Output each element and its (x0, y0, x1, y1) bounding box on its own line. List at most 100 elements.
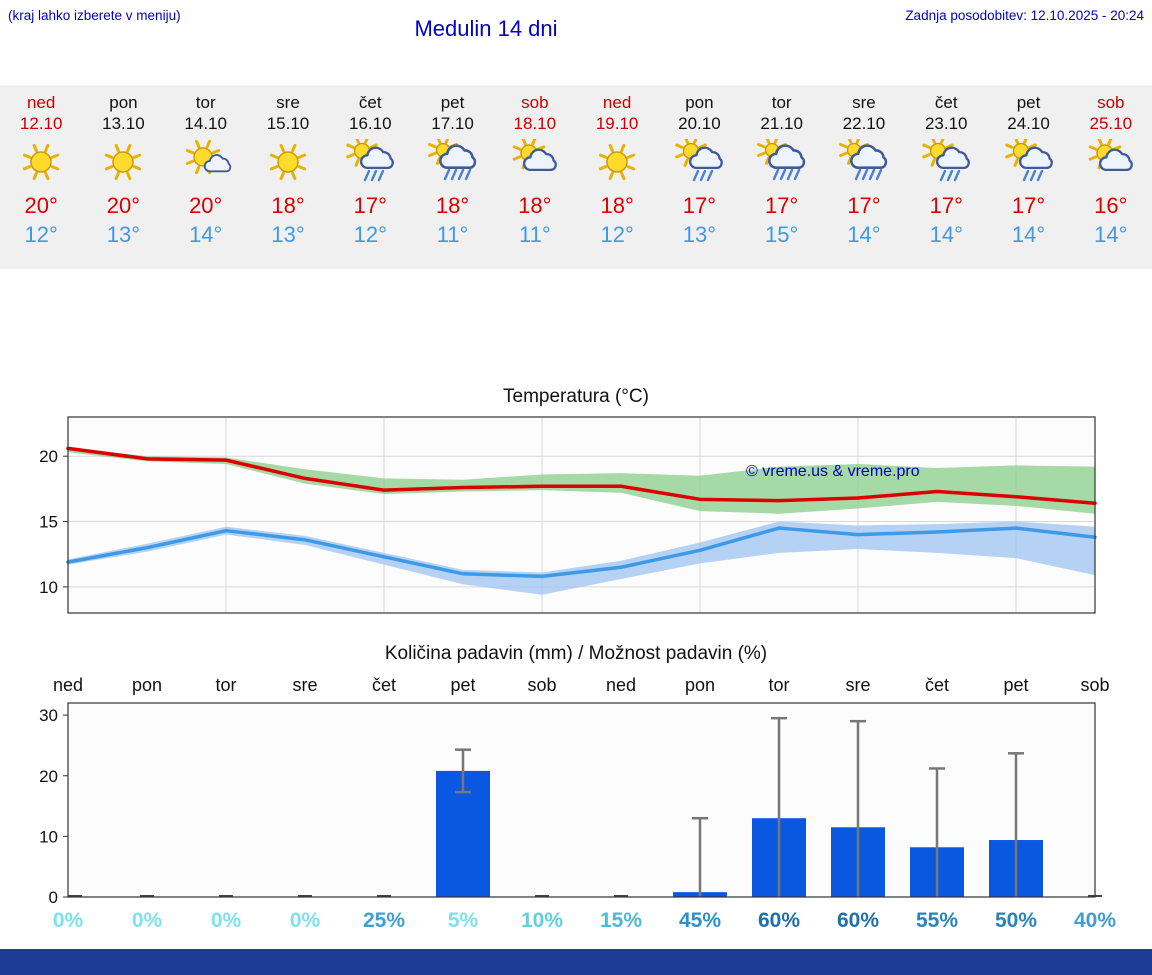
forecast-day: sre 22.10 17° 14° (823, 85, 905, 269)
temp-ytick-label: 10 (39, 578, 58, 597)
day-name: čet (358, 93, 382, 112)
precip-zero-tick (219, 895, 233, 897)
low-temp: 14° (1011, 222, 1046, 247)
precipitation-chart: ned pon tor sre čet pet sob ned pon tor sre čet pet s… (39, 675, 1116, 932)
day-name: sre (276, 93, 300, 112)
precip-day-label: sob (527, 675, 556, 695)
precip-day-label: ned (606, 675, 636, 695)
high-temp: 18° (271, 193, 305, 218)
low-temp: 15° (765, 222, 799, 247)
precip-percent-label: 0% (53, 909, 84, 932)
high-temp: 20° (106, 193, 141, 218)
precip-day-label: pet (450, 675, 475, 695)
precip-zero-tick (535, 895, 549, 897)
precip-percent-label: 45% (679, 909, 721, 932)
rain-weather-icon (823, 135, 905, 187)
min-temp-line (66, 526, 1097, 579)
day-date: 16.10 (348, 114, 392, 133)
precip-ytick-label: 30 (39, 706, 58, 725)
day-name: ned (26, 93, 56, 112)
day-date: 14.10 (184, 114, 227, 133)
precip-percent-label: 25% (363, 909, 405, 932)
day-date: 25.10 (1089, 114, 1133, 133)
cloud-sun-weather-icon (494, 136, 576, 187)
precip-day-label: sre (845, 675, 870, 695)
sun-weather-icon (576, 139, 658, 187)
high-temp: 20° (189, 193, 223, 218)
low-temp: 14° (929, 222, 963, 247)
day-name: tor (771, 93, 792, 112)
low-temp: 14° (847, 222, 881, 247)
precip-percent-label: 0% (211, 909, 242, 932)
sun-rain-weather-icon (905, 135, 987, 187)
day-date: 23.10 (924, 114, 968, 133)
precip-zero-tick (377, 895, 391, 897)
high-temp: 17° (353, 193, 387, 218)
low-temp: 11° (436, 222, 469, 247)
day-date: 20.10 (678, 114, 721, 133)
low-temp: 11° (519, 222, 551, 247)
footer-bar (0, 949, 1152, 975)
precip-zero-tick (614, 895, 628, 897)
low-temp: 13° (106, 222, 141, 247)
forecast-day: sob 25.10 16° 14° (1070, 85, 1152, 269)
day-name: pon (109, 93, 138, 112)
day-name: pet (1016, 93, 1041, 112)
precip-day-label: čet (372, 675, 396, 695)
forecast-day: ned 19.10 18° 12° (576, 85, 658, 269)
low-temp: 14° (1094, 222, 1128, 247)
high-temp: 18° (435, 193, 470, 218)
forecast-day: pet 24.10 17° 14° (987, 85, 1069, 269)
day-date: 15.10 (266, 114, 310, 133)
max-temp-line (66, 446, 1097, 505)
high-temp: 17° (682, 193, 717, 218)
low-temp: 13° (271, 222, 305, 247)
day-name: pet (440, 93, 465, 112)
forecast-day: sre 15.10 18° 13° (247, 85, 329, 269)
cloud-sun-weather-icon (1070, 136, 1152, 187)
rain-weather-icon (741, 135, 823, 187)
precip-percent-label: 60% (758, 909, 800, 932)
sun-rain-weather-icon (658, 135, 740, 187)
high-temp: 17° (847, 193, 881, 218)
sun-weather-icon (82, 139, 164, 187)
high-temp: 20° (24, 193, 58, 218)
copyright-link[interactable]: © vreme.us & vreme.pro (746, 463, 920, 480)
precip-percent-label: 0% (290, 909, 321, 932)
day-date: 18.10 (513, 114, 557, 133)
day-date: 24.10 (1007, 114, 1050, 133)
temperature-chart: 10 15 20 © vreme.us & vreme.pro (39, 416, 1097, 614)
precip-day-label: sre (292, 675, 317, 695)
precip-chart-title: Količina padavin (mm) / Možnost padavin … (384, 643, 768, 664)
day-name: ned (602, 93, 632, 112)
low-temp: 12° (24, 222, 58, 247)
high-temp: 16° (1094, 193, 1128, 218)
low-temp: 13° (682, 222, 717, 247)
sun-weather-icon (247, 139, 329, 187)
day-date: 13.10 (102, 114, 145, 133)
precip-percent-label: 0% (132, 909, 163, 932)
precip-zero-tick (140, 895, 154, 897)
temp-ytick-label: 20 (39, 447, 58, 466)
day-date: 17.10 (431, 114, 474, 133)
high-temp: 17° (1011, 193, 1046, 218)
precip-day-label: čet (925, 675, 949, 695)
forecast-day: čet 23.10 17° 14° (905, 85, 987, 269)
day-name: pon (685, 93, 714, 112)
precip-day-label: pon (132, 675, 162, 695)
sun-rain-weather-icon (329, 135, 411, 187)
precip-percent-label: 60% (837, 909, 879, 932)
day-name: tor (195, 93, 216, 112)
day-date: 21.10 (760, 114, 803, 133)
min-temp-band (68, 521, 1095, 595)
low-temp: 12° (600, 222, 634, 247)
forecast-day: pon 20.10 17° 13° (658, 85, 740, 269)
precip-day-label: ned (53, 675, 83, 695)
forecast-day: tor 21.10 17° 15° (741, 85, 823, 269)
forecast-day: pon 13.10 20° 13° (82, 85, 164, 269)
high-temp: 18° (518, 193, 552, 218)
low-temp: 12° (353, 222, 387, 247)
menu-hint: (kraj lahko izberete v meniju) (8, 8, 181, 23)
precip-zero-tick (68, 895, 82, 897)
